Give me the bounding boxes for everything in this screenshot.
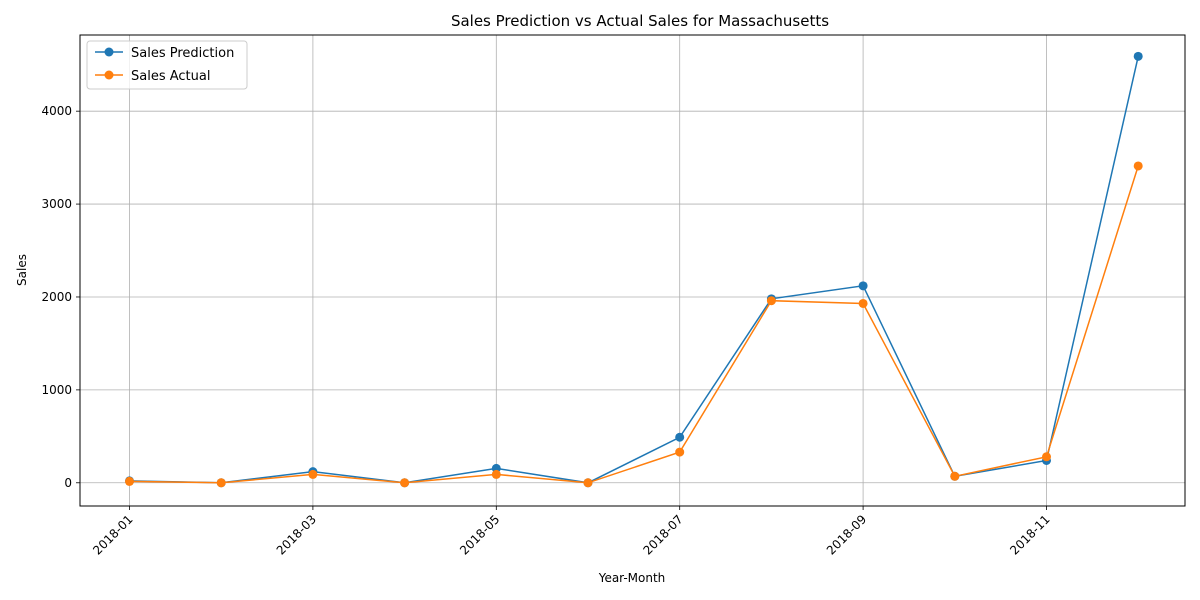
series-1-point (491, 469, 501, 479)
series-1-point (766, 296, 776, 306)
legend: Sales Prediction Sales Actual (86, 40, 248, 90)
legend-marker-prediction (104, 47, 114, 57)
series-1-point (125, 476, 134, 486)
series-0-point (675, 432, 685, 442)
grid (80, 35, 1185, 506)
legend-label-prediction: Sales Prediction (131, 46, 234, 61)
x-tick-label: 2018-11 (1007, 512, 1052, 557)
chart-title: Sales Prediction vs Actual Sales for Mas… (451, 12, 829, 30)
x-axis: 2018-01 2018-03 2018-05 2018-07 2018-09 2018-… (90, 506, 1053, 558)
series-1-point (583, 478, 593, 488)
x-tick-label: 2018-09 (824, 512, 869, 557)
series-1-point (1042, 452, 1051, 462)
y-tick-label: 4000 (41, 104, 72, 118)
x-tick-label: 2018-03 (274, 512, 319, 557)
series-line-0 (129, 56, 1139, 484)
series-group (125, 51, 1143, 488)
y-axis-label: Sales (15, 254, 29, 286)
legend-box (86, 40, 248, 90)
x-axis-label: Year-Month (598, 571, 666, 585)
series-1-point (675, 447, 685, 457)
y-tick-label: 0 (64, 476, 72, 490)
y-tick-label: 1000 (41, 383, 72, 397)
series-1-point (858, 298, 868, 308)
series-0-point (1133, 51, 1143, 61)
series-line-1 (129, 165, 1139, 484)
plot-frame (79, 34, 1186, 507)
y-tick-label: 3000 (41, 197, 72, 211)
series-1-point (400, 478, 410, 488)
x-tick-label: 2018-05 (457, 512, 502, 557)
y-axis: 0 1000 2000 3000 4000 (41, 104, 80, 490)
legend-marker-actual (104, 70, 114, 80)
series-1-point (308, 469, 318, 479)
series-1-point (950, 471, 960, 481)
series-1-point (1133, 161, 1143, 171)
x-tick-label: 2018-01 (90, 512, 135, 557)
series-0-point (858, 281, 868, 291)
series-1-point (216, 478, 226, 488)
x-tick-label: 2018-07 (640, 512, 685, 557)
y-tick-label: 2000 (41, 290, 72, 304)
legend-label-actual: Sales Actual (131, 69, 210, 84)
